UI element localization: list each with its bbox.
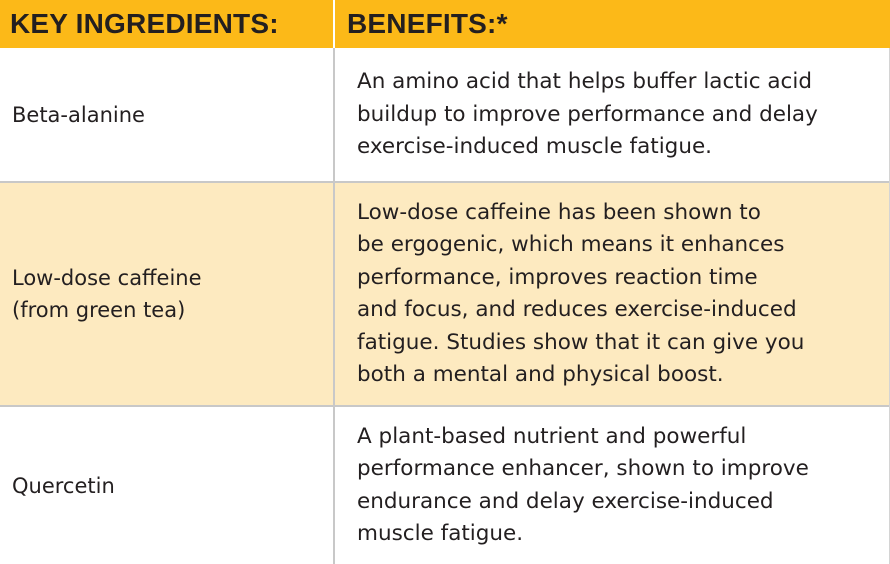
benefit-line: Low-dose caffeine has been shown to [357, 199, 761, 225]
header-divider [333, 0, 335, 48]
header-key-ingredients: KEY INGREDIENTS: [10, 8, 279, 39]
table-row: Beta-alanine An amino acid that helps bu… [0, 48, 890, 182]
benefit-line: muscle fatigue. [357, 521, 524, 546]
benefit-line: A plant-based nutrient and powerful [357, 423, 747, 449]
benefit-line: and focus, and reduces exercise-induced [357, 297, 797, 322]
benefit-line: performance enhancer, shown to improve [357, 456, 809, 481]
benefit-line: exercise-induced muscle fatigue. [357, 134, 713, 160]
benefit-line: buildup to improve performance and delay [357, 101, 818, 127]
benefit-cell: An amino acid that helps buffer lactic a… [333, 48, 890, 182]
ingredient-line: Quercetin [12, 473, 115, 498]
benefit-line: fatigue. Studies show that it can give y… [357, 329, 805, 355]
benefit-cell: Low-dose caffeine has been shown to be e… [333, 183, 890, 405]
row-divider [0, 405, 890, 407]
benefit-line: An amino acid that helps buffer lactic a… [357, 69, 812, 95]
ingredient-line: Low-dose caffeine [12, 266, 202, 290]
table-row: Quercetin A plant-based nutrient and pow… [0, 407, 890, 564]
benefit-line: be ergogenic, which means it enhances [357, 232, 785, 257]
table-row: Low-dose caffeine (from green tea) Low-d… [0, 183, 890, 405]
ingredient-line: Beta-alanine [12, 103, 145, 127]
ingredient-cell: Quercetin [0, 407, 333, 564]
ingredient-cell: Low-dose caffeine (from green tea) [0, 183, 333, 405]
benefit-line: performance, improves reaction time [357, 264, 758, 290]
table-header: KEY INGREDIENTS: BENEFITS:* [0, 0, 890, 48]
ingredient-cell: Beta-alanine [0, 48, 333, 182]
row-divider [0, 181, 890, 183]
ingredient-line: (from green tea) [12, 298, 186, 322]
benefit-cell: A plant-based nutrient and powerful perf… [333, 407, 890, 564]
header-benefits: BENEFITS:* [347, 8, 508, 39]
column-divider [333, 48, 335, 564]
benefit-line: endurance and delay exercise-induced [357, 488, 774, 514]
benefit-line: both a mental and physical boost. [357, 362, 724, 387]
